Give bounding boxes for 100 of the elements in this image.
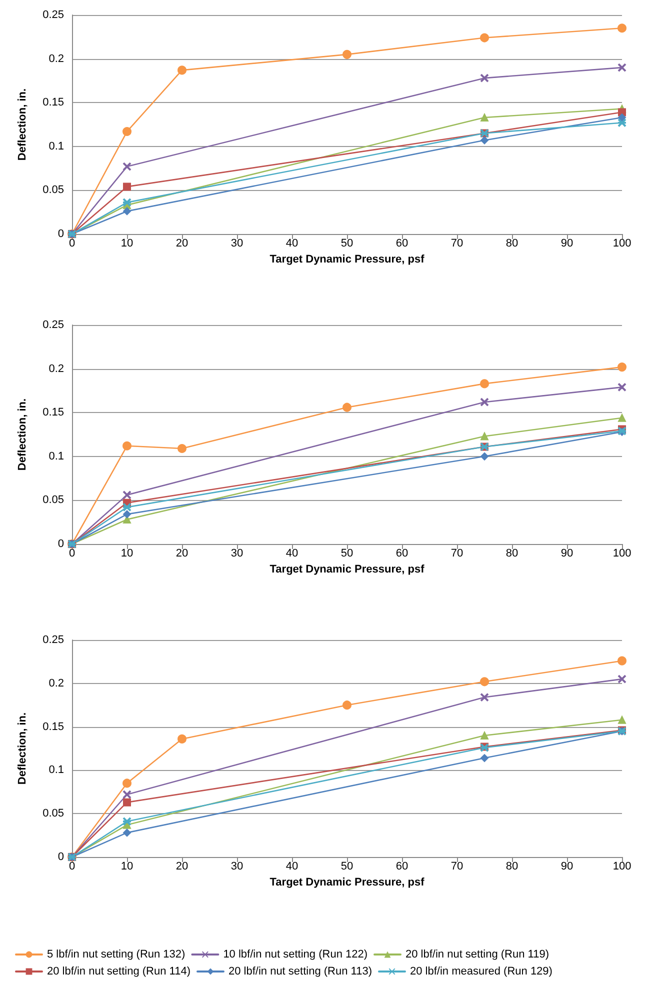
point bbox=[618, 113, 626, 122]
point bbox=[480, 754, 488, 762]
point bbox=[480, 731, 488, 740]
point bbox=[123, 503, 131, 512]
y-tick-label: 0.2 bbox=[48, 677, 64, 690]
point bbox=[618, 362, 626, 372]
x-tick-label: 40 bbox=[286, 548, 298, 560]
x-tick-label: 50 bbox=[340, 238, 354, 250]
y-tick-label: 0.1 bbox=[48, 450, 64, 462]
x-tick-label: 30 bbox=[230, 860, 244, 872]
x-tick-label: 30 bbox=[230, 238, 244, 250]
x-tick-label: 80 bbox=[506, 238, 518, 250]
x-tick-label: 100 bbox=[612, 860, 632, 872]
x-tick-label: 80 bbox=[506, 548, 518, 560]
x-axis-title: Target Dynamic Pressure, psf bbox=[270, 563, 425, 576]
point bbox=[178, 734, 186, 744]
point bbox=[178, 444, 186, 454]
point bbox=[480, 452, 488, 460]
point bbox=[178, 66, 186, 75]
point bbox=[122, 441, 132, 450]
point bbox=[342, 700, 352, 710]
x-tick-label: 30 bbox=[230, 548, 244, 560]
x-tick-label: 50 bbox=[340, 548, 354, 560]
point bbox=[480, 398, 488, 406]
y-tick-label: 0.15 bbox=[42, 406, 64, 419]
y-tick-label: 0.2 bbox=[48, 362, 64, 375]
point bbox=[480, 693, 488, 702]
legend-label: 5 lbf/in nut setting (Run 132) bbox=[47, 948, 186, 960]
y-tick-label: 0.25 bbox=[42, 9, 64, 21]
point bbox=[123, 490, 131, 499]
point bbox=[480, 33, 489, 42]
x-tick-label: 70 bbox=[450, 548, 464, 560]
point bbox=[618, 716, 626, 724]
point bbox=[123, 162, 131, 171]
point bbox=[480, 136, 488, 144]
y-tick-label: 0.15 bbox=[42, 96, 64, 109]
y-tick-label: 0.15 bbox=[42, 720, 64, 733]
x-tick-label: 60 bbox=[396, 238, 408, 250]
y-tick-label: 0.2 bbox=[48, 52, 64, 65]
point bbox=[123, 207, 131, 216]
y-axis-title: Deflection, in. bbox=[16, 398, 28, 471]
point bbox=[123, 790, 131, 799]
x-tick-label: 50 bbox=[340, 860, 354, 872]
x-tick-label: 70 bbox=[450, 860, 464, 872]
point bbox=[480, 432, 488, 440]
point bbox=[122, 778, 132, 788]
x-tick-label: 10 bbox=[120, 238, 134, 250]
y-axis-title: Deflection, in. bbox=[16, 88, 28, 161]
y-tick-label: 0.05 bbox=[42, 808, 64, 820]
x-tick-label: 20 bbox=[176, 860, 188, 872]
point bbox=[618, 118, 626, 127]
x-tick-label: 0 bbox=[68, 860, 76, 872]
x-tick-label: 20 bbox=[176, 548, 188, 560]
x-tick-label: 70 bbox=[450, 238, 464, 250]
legend-label: 20 lbf/in nut setting (Run 113) bbox=[228, 966, 372, 978]
x-axis-title: Target Dynamic Pressure, psf bbox=[270, 876, 425, 888]
x-tick-label: 40 bbox=[286, 238, 298, 250]
point bbox=[480, 74, 488, 82]
y-axis-title: Deflection, in. bbox=[16, 712, 28, 785]
y-tick-label: 0 bbox=[58, 228, 64, 240]
point bbox=[123, 828, 131, 837]
point bbox=[342, 50, 352, 59]
y-tick-label: 0 bbox=[58, 851, 64, 863]
x-tick-label: 100 bbox=[612, 548, 632, 560]
point bbox=[618, 675, 626, 684]
y-tick-label: 0.05 bbox=[42, 184, 64, 196]
x-tick-label: 0 bbox=[68, 238, 76, 250]
point bbox=[618, 656, 626, 666]
legend-label: 20 lbf/in nut setting (Run 114) bbox=[47, 966, 190, 978]
x-tick-label: 90 bbox=[560, 548, 574, 560]
x-tick-label: 40 bbox=[286, 860, 298, 872]
x-tick-label: 60 bbox=[396, 548, 408, 560]
point bbox=[123, 510, 131, 518]
x-tick-label: 60 bbox=[396, 860, 408, 872]
y-tick-label: 0.1 bbox=[48, 764, 64, 776]
point bbox=[342, 402, 352, 412]
y-tick-label: 0.25 bbox=[42, 634, 64, 646]
legend-label: 10 lbf/in nut setting (Run 122) bbox=[223, 948, 368, 960]
y-tick-label: 0.05 bbox=[42, 494, 64, 506]
x-tick-label: 10 bbox=[120, 860, 134, 872]
legend-label: 20 lbf/in nut setting (Run 119) bbox=[406, 948, 550, 960]
legend-label: 20 lbf/in measured (Run 129) bbox=[410, 966, 552, 978]
x-tick-label: 10 bbox=[120, 548, 134, 560]
y-tick-label: 0.25 bbox=[42, 319, 64, 331]
point bbox=[480, 379, 489, 388]
point bbox=[122, 127, 132, 136]
x-tick-label: 80 bbox=[506, 860, 518, 872]
x-axis-title: Target Dynamic Pressure, psf bbox=[270, 253, 425, 266]
y-tick-label: 0 bbox=[58, 538, 64, 550]
x-tick-label: 20 bbox=[176, 238, 188, 250]
y-tick-label: 0.1 bbox=[48, 140, 64, 152]
x-tick-label: 100 bbox=[612, 238, 632, 250]
point bbox=[618, 24, 626, 33]
point bbox=[123, 182, 131, 191]
point bbox=[123, 798, 131, 806]
point bbox=[618, 383, 626, 392]
x-tick-label: 90 bbox=[560, 860, 574, 872]
point bbox=[618, 414, 626, 422]
x-tick-label: 90 bbox=[560, 238, 574, 250]
point bbox=[480, 113, 488, 122]
